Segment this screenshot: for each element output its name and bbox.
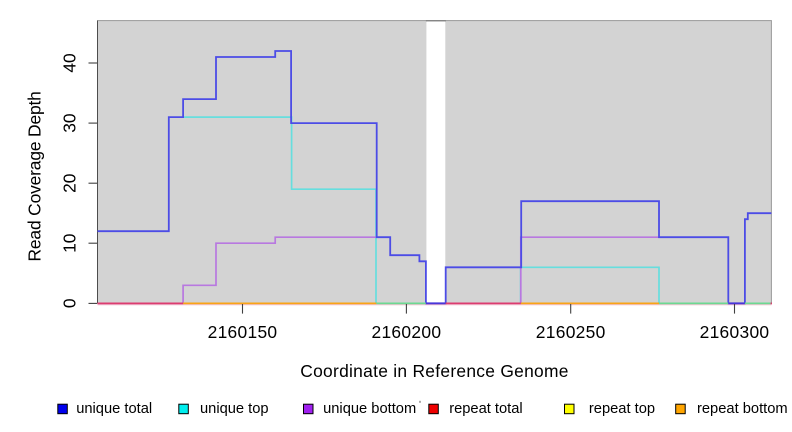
svg-text:30: 30 [59, 113, 79, 132]
svg-text:Read Coverage Depth: Read Coverage Depth [25, 91, 45, 261]
svg-text:2160250: 2160250 [536, 322, 606, 342]
svg-text:40: 40 [59, 53, 79, 72]
svg-text:0: 0 [59, 298, 79, 308]
svg-text:unique total: unique total [76, 401, 152, 417]
svg-text:20: 20 [59, 174, 79, 193]
svg-text:unique top: unique top [200, 401, 269, 417]
svg-text:10: 10 [59, 234, 79, 253]
svg-text:2160300: 2160300 [700, 322, 770, 342]
svg-text:2160200: 2160200 [371, 322, 441, 342]
svg-text:repeat bottom: repeat bottom [697, 401, 788, 417]
svg-text:Coordinate in Reference Genome: Coordinate in Reference Genome [300, 361, 568, 381]
svg-text:2160150: 2160150 [208, 322, 278, 342]
svg-text:repeat total: repeat total [449, 401, 523, 417]
svg-text:unique bottom: unique bottom [323, 401, 416, 417]
svg-text:repeat top: repeat top [589, 401, 655, 417]
